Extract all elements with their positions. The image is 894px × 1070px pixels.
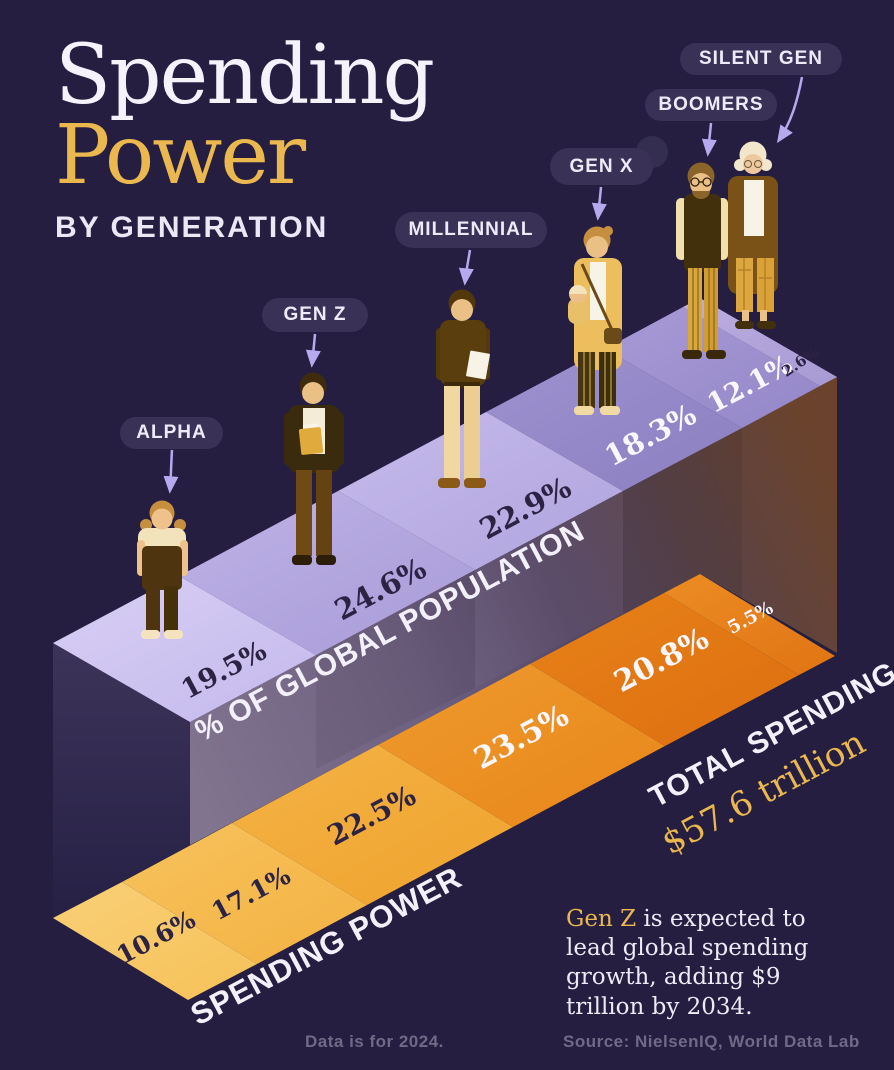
spending-segment-millennial <box>232 745 513 905</box>
label-arrows <box>163 76 804 494</box>
generation-pill-alpha: ALPHA <box>120 417 223 449</box>
spending-segment-genx <box>378 664 665 827</box>
figure-millennial <box>436 289 490 488</box>
page-title-line2: Power <box>55 107 306 203</box>
annotation-highlight: Gen Z <box>566 906 637 932</box>
population-ribbon-left-face <box>53 643 190 918</box>
wall-facet-shade <box>316 570 475 769</box>
population-ribbon-top <box>53 298 837 722</box>
population-segment-alpha <box>53 576 316 722</box>
figure-gen-z <box>284 372 344 565</box>
population-segment-millennial <box>338 412 623 570</box>
annotation-body: is expected to lead global spending grow… <box>566 906 809 1020</box>
generation-pill-gen-z: GEN Z <box>262 298 368 332</box>
figure-alpha <box>137 500 188 639</box>
arrow-alpha <box>163 449 179 494</box>
arrow-silent-gen <box>776 76 804 144</box>
page-subtitle: BY GENERATION <box>55 211 329 245</box>
population-segment-genx <box>486 349 742 491</box>
spending-segment-alpha <box>53 882 257 1000</box>
population-segment-silent <box>683 298 837 386</box>
generation-pill-silent-gen: SILENT GEN <box>680 43 842 75</box>
population-ribbon-front-wall <box>190 377 837 845</box>
figure-gen-x <box>568 226 622 415</box>
wall-facet-shade <box>623 428 742 613</box>
annotation-note: Gen Z is expected to lead global spendin… <box>566 905 856 1022</box>
footer-data-note: Data is for 2024. <box>305 1032 444 1051</box>
spending-segment-silent <box>664 574 835 675</box>
arrow-boomers <box>701 122 717 157</box>
title-block: Spending Power BY GENERATION <box>55 28 435 245</box>
generation-pill-boomers: BOOMERS <box>645 89 777 121</box>
figure-boomers <box>676 162 728 359</box>
population-segment-genz <box>179 491 475 655</box>
footer-source: Source: NielsenIQ, World Data Lab <box>563 1032 860 1051</box>
spending-segment-boomers <box>530 593 799 746</box>
figure-silent-gen <box>728 141 778 329</box>
arrow-gen-x <box>591 186 607 221</box>
generation-pill-gen-x: GEN X <box>550 148 653 185</box>
generation-pill-millennial: MILLENNIAL <box>395 212 547 248</box>
spending-segment-genz <box>122 823 367 964</box>
spending-ribbon-top <box>53 574 835 1000</box>
page-title-line1: Spending <box>55 28 435 123</box>
arrow-gen-z <box>305 333 321 368</box>
population-segment-boomers <box>605 307 820 428</box>
arrow-millennial <box>458 249 474 286</box>
